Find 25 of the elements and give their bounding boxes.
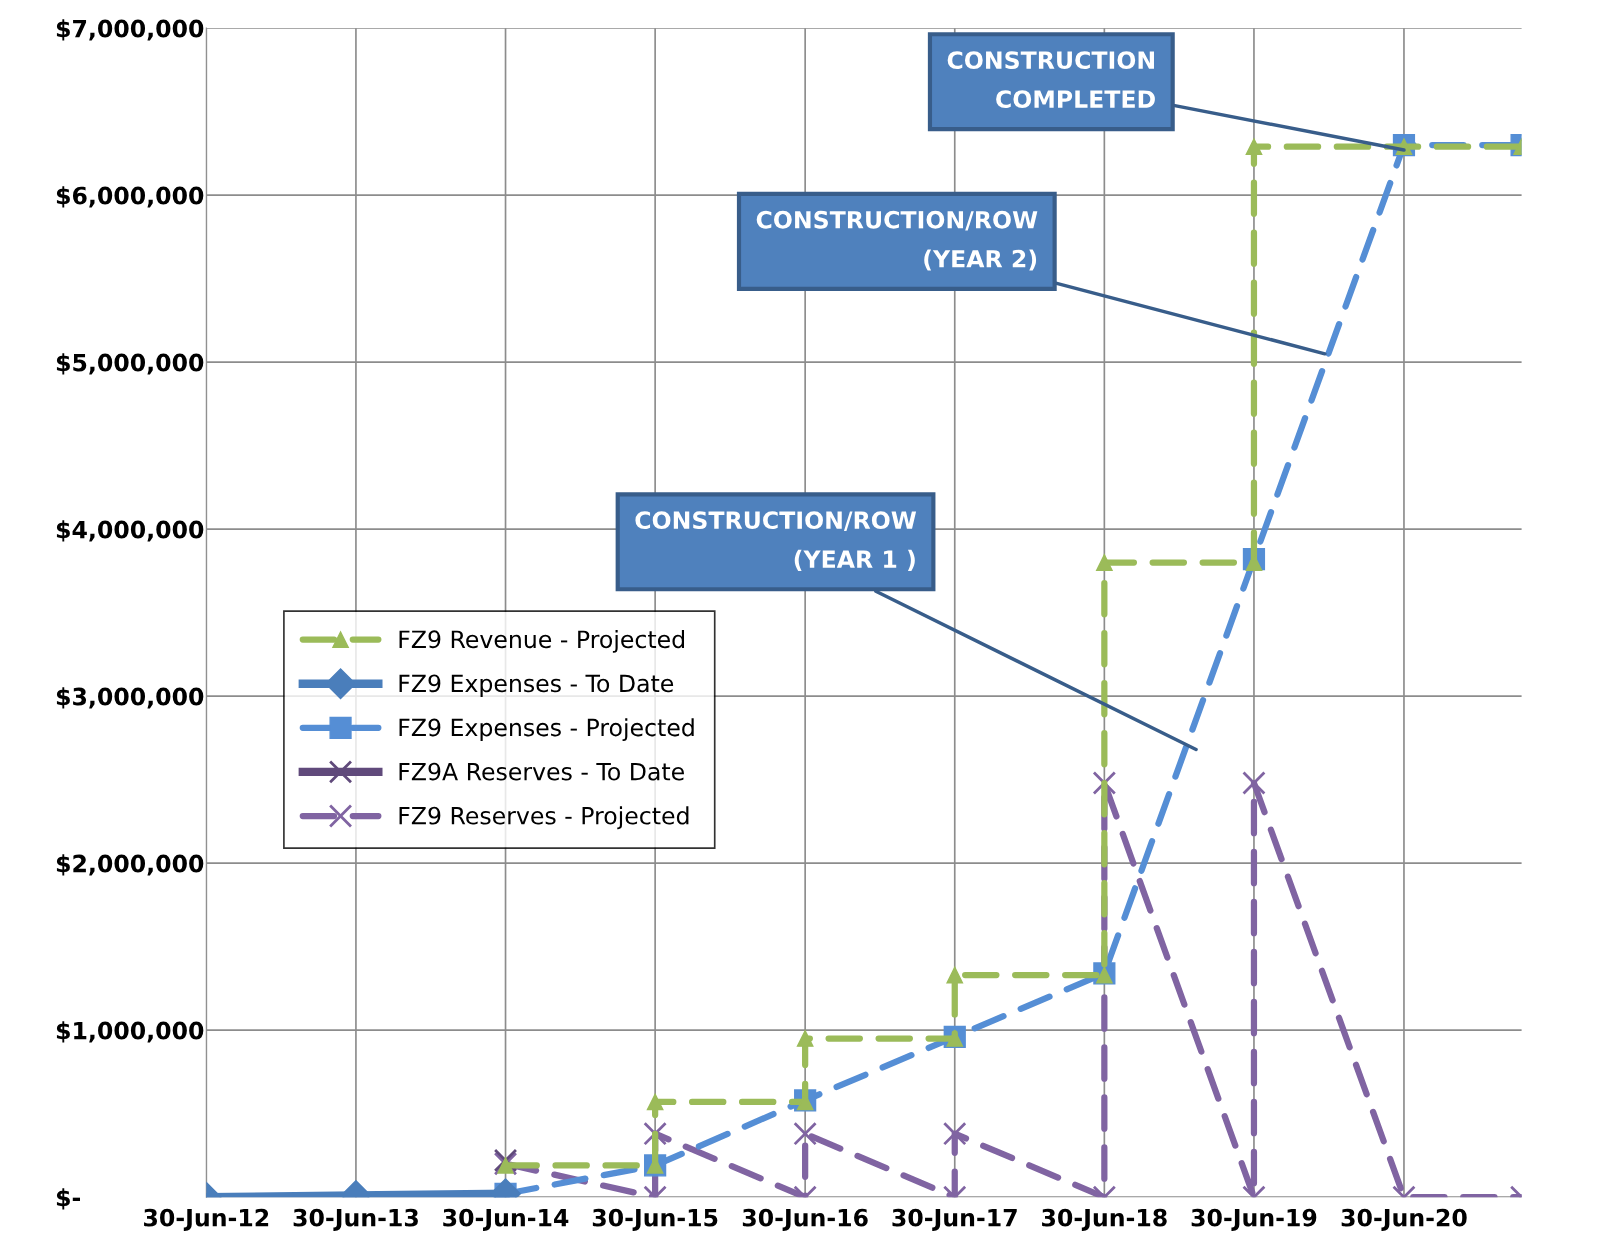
legend-label: FZ9 Expenses - To Date xyxy=(399,674,674,697)
x-tick-label: 30-Jun-13 xyxy=(293,1208,418,1231)
legend-label: FZ9A Reserves - To Date xyxy=(399,762,684,781)
x-tick-label: 30-Jun-15 xyxy=(592,1208,718,1231)
x-tick-label: 30-Jun-12 xyxy=(144,1208,269,1231)
x-tick-label: 30-Jun-18 xyxy=(1042,1208,1167,1231)
x-tick-label: 30-Jun-16 xyxy=(742,1208,868,1231)
x-tick-label: 30-Jun-19 xyxy=(1191,1208,1317,1231)
legend-label: FZ9 Revenue - Projected xyxy=(399,629,685,653)
y-tick-label: $1,000,000 xyxy=(56,1021,204,1043)
x-tick-label: 30-Jun-20 xyxy=(1341,1208,1467,1231)
y-tick-label: $4,000,000 xyxy=(56,520,204,542)
annotation: CONSTRUCTION COMPLETED xyxy=(947,51,1155,109)
x-tick-label: 30-Jun-17 xyxy=(892,1208,1017,1231)
annotation: CONSTRUCTION/ROW (YEAR 1 ) xyxy=(635,511,917,571)
y-tick-label: $7,000,000 xyxy=(56,19,204,41)
y-tick-label: $- xyxy=(56,1188,81,1210)
legend-label: FZ9 Reserves - Projected xyxy=(399,806,689,830)
y-tick-label: $5,000,000 xyxy=(56,353,204,375)
y-tick-label: $6,000,000 xyxy=(56,186,204,208)
x-tick-label: 30-Jun-14 xyxy=(443,1208,569,1231)
y-tick-label: $2,000,000 xyxy=(56,854,204,876)
annotation: CONSTRUCTION/ROW (YEAR 2) xyxy=(756,210,1038,271)
legend-label: FZ9 Expenses - Projected xyxy=(399,718,694,741)
y-tick-label: $3,000,000 xyxy=(56,687,204,709)
